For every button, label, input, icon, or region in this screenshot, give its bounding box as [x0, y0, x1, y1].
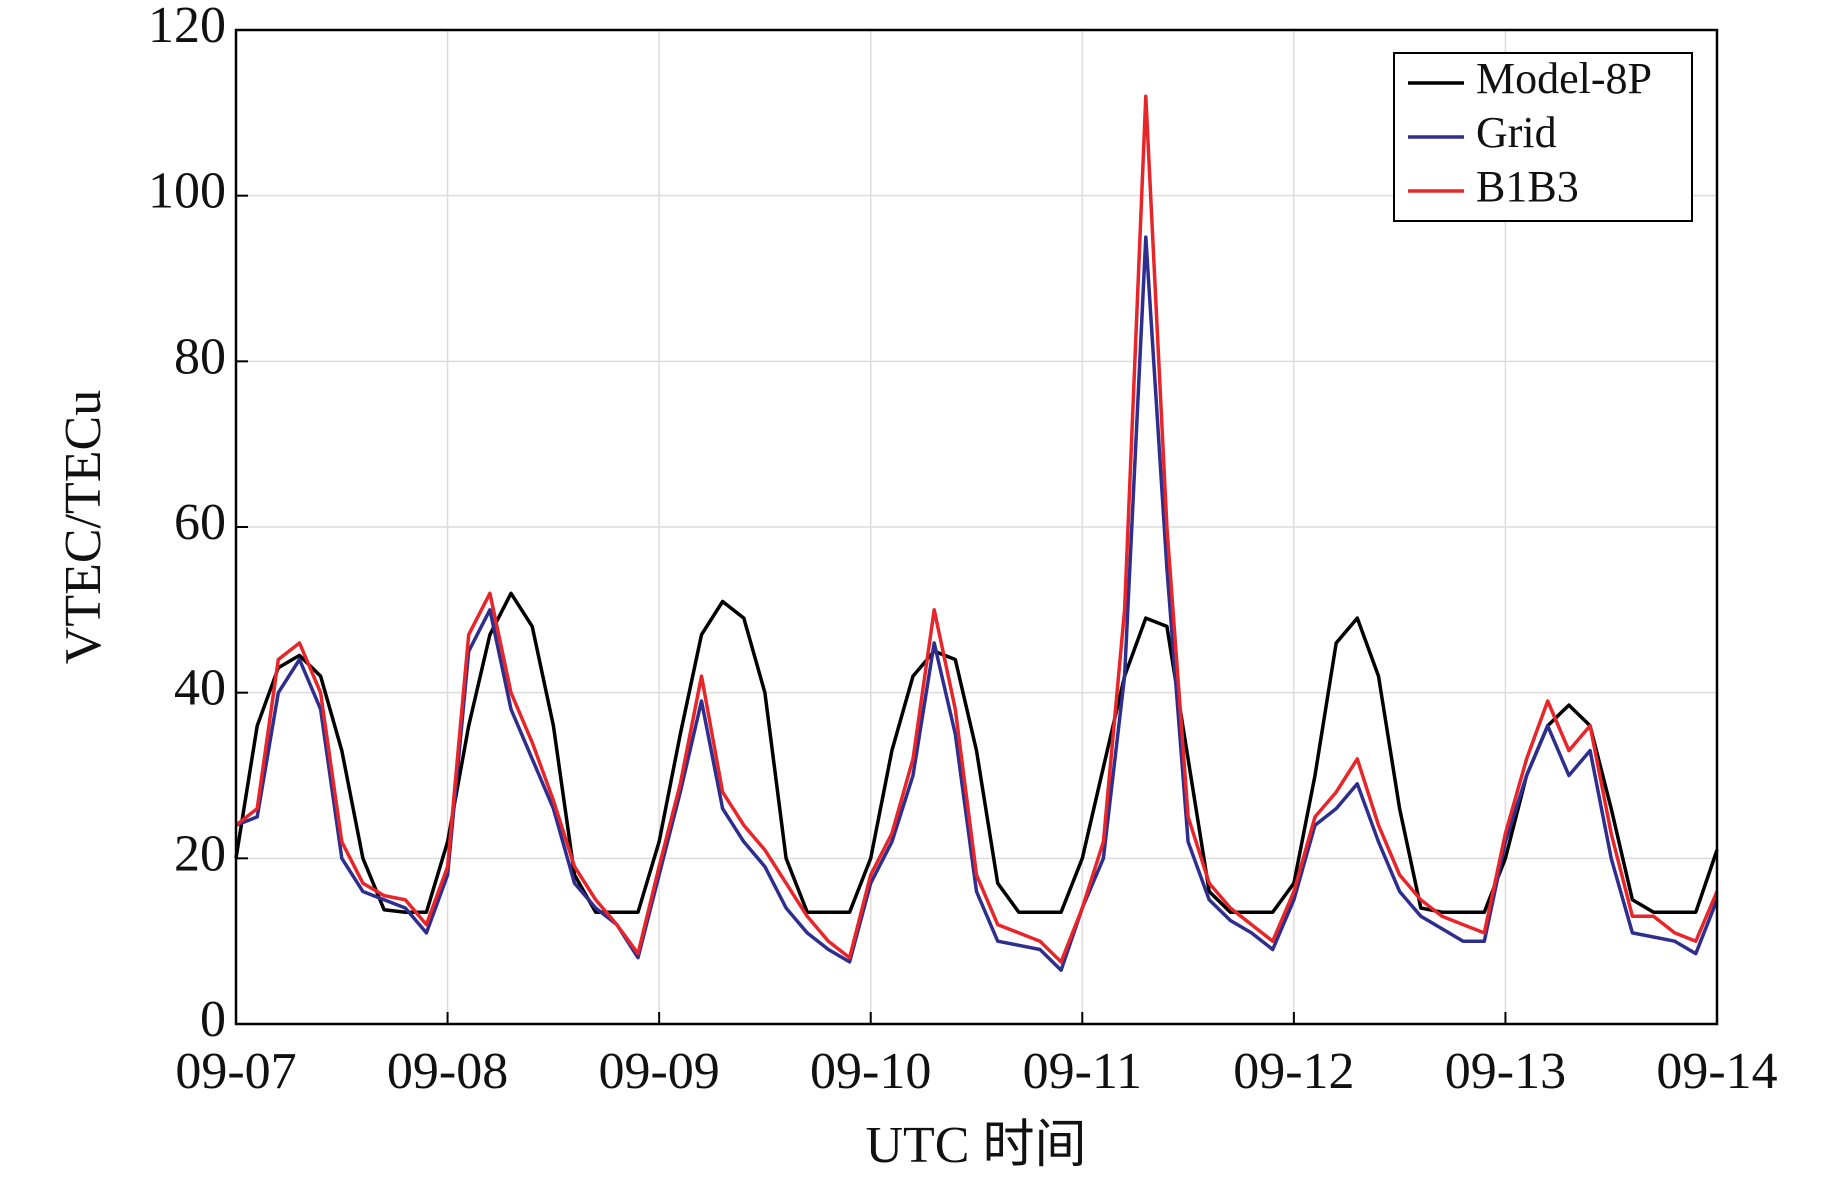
- legend-label: Model-8P: [1476, 54, 1652, 103]
- x-tick-label: 09-12: [1233, 1043, 1354, 1100]
- x-tick-label: 09-08: [387, 1043, 508, 1100]
- series-line: [234, 94, 1719, 964]
- y-tick-label: 120: [148, 0, 226, 54]
- x-tick-label: 09-09: [598, 1043, 719, 1100]
- y-axis-label: VTEC/TECu: [55, 390, 112, 664]
- x-tick-label: 09-07: [175, 1043, 296, 1100]
- y-tick-label: 40: [174, 660, 226, 717]
- x-tick-label: 09-14: [1656, 1043, 1777, 1100]
- series-line: [235, 235, 1719, 972]
- y-tick-label: 20: [174, 825, 226, 882]
- y-tick-label: 100: [148, 163, 226, 220]
- x-tick-label: 09-10: [810, 1043, 931, 1100]
- x-tick-label: 09-13: [1445, 1043, 1566, 1100]
- legend-label: B1B3: [1476, 162, 1579, 211]
- legend-label: Grid: [1476, 108, 1557, 157]
- y-tick-label: 0: [200, 991, 226, 1048]
- y-tick-label: 60: [174, 494, 226, 551]
- x-tick-label: 09-11: [1023, 1043, 1142, 1100]
- series-line: [234, 591, 1719, 914]
- plot-frame: [234, 28, 1719, 1026]
- x-axis-label: UTC 时间: [865, 1117, 1086, 1174]
- y-tick-label: 80: [174, 328, 226, 385]
